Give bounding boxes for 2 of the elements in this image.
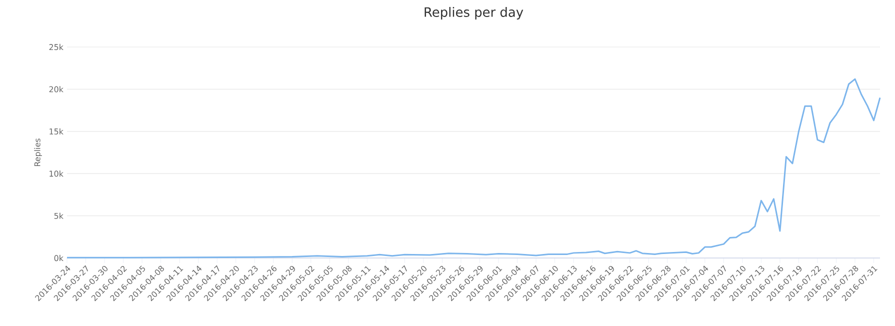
line-series (66, 78, 881, 258)
chart-title: Replies per day (424, 6, 524, 20)
